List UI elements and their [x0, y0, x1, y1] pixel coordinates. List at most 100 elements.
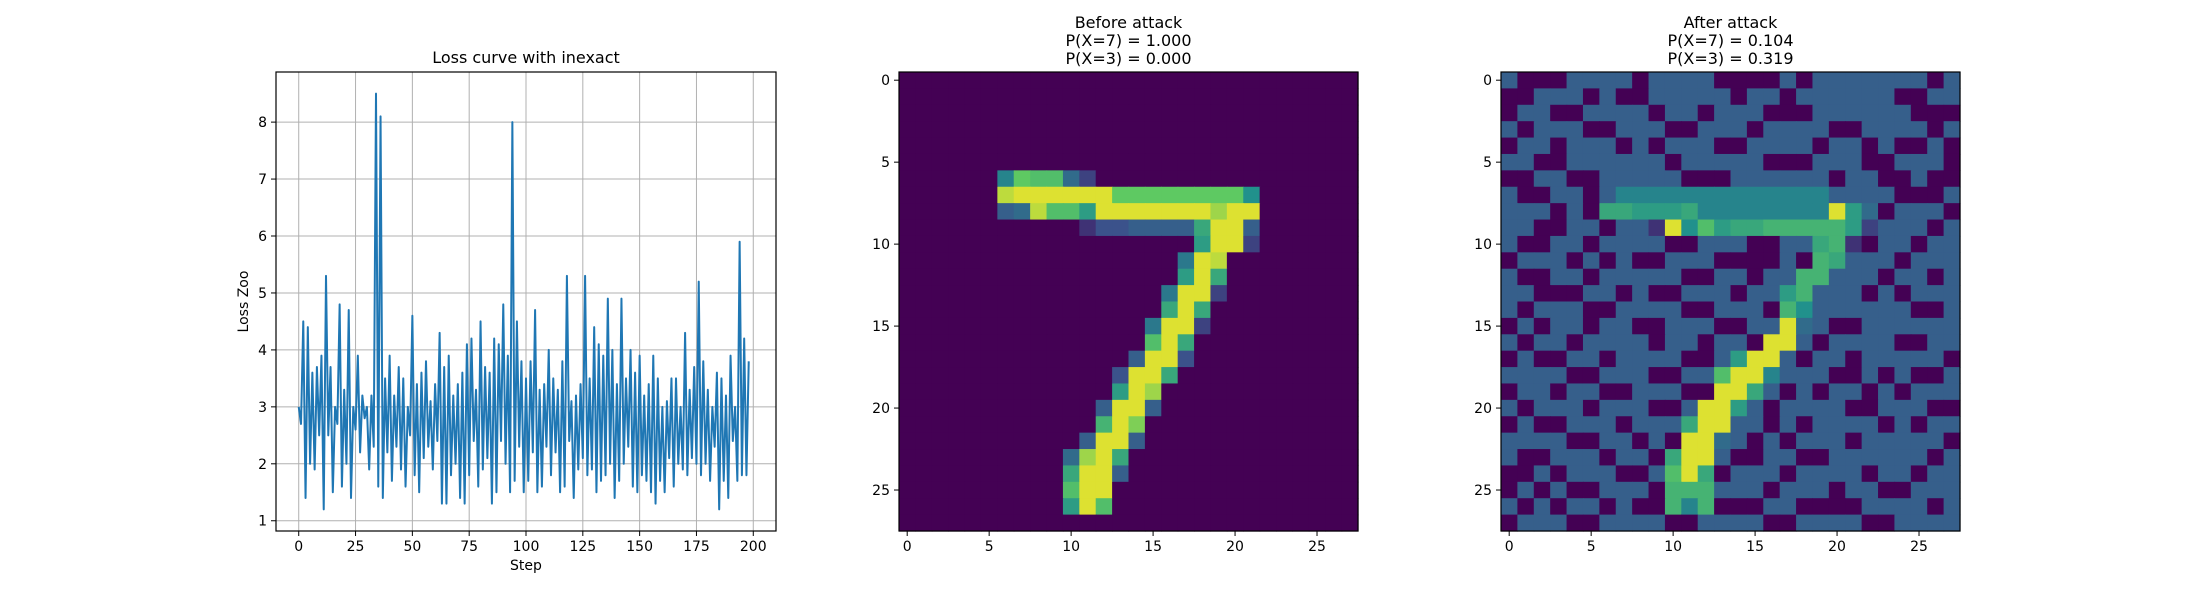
pixel-cell — [1747, 88, 1764, 105]
pixel-cell — [1780, 252, 1797, 269]
pixel-cell — [1063, 72, 1080, 89]
pixel-cell — [1878, 236, 1895, 253]
pixel-cell — [1112, 170, 1129, 187]
pixel-cell — [915, 400, 932, 417]
pixel-cell — [1812, 318, 1829, 335]
pixel-cell — [1731, 154, 1748, 171]
pixel-cell — [1276, 220, 1293, 237]
pixel-cell — [1260, 285, 1277, 302]
pixel-cell — [948, 105, 965, 122]
pixel-cell — [1014, 72, 1031, 89]
pixel-cell — [1796, 498, 1813, 515]
pixel-cell — [1325, 121, 1342, 138]
pixel-cell — [1845, 449, 1862, 466]
pixel-cell — [1227, 170, 1244, 187]
pixel-cell — [1292, 400, 1309, 417]
pixel-cell — [1309, 236, 1326, 253]
pixel-cell — [1014, 138, 1031, 155]
pixel-cell — [1063, 433, 1080, 450]
pixel-cell — [1567, 334, 1584, 351]
pixel-cell — [1829, 170, 1846, 187]
y-tick-label: 2 — [258, 457, 267, 473]
pixel-cell — [1731, 318, 1748, 335]
pixel-cell — [1501, 515, 1518, 532]
pixel-cell — [1878, 121, 1895, 138]
pixel-cell — [1796, 400, 1813, 417]
pixel-cell — [1829, 203, 1846, 220]
pixel-cell — [1210, 285, 1227, 302]
pixel-cell — [1763, 498, 1780, 515]
pixel-cell — [1292, 465, 1309, 482]
pixel-cell — [1342, 334, 1359, 351]
pixel-cell — [1276, 121, 1293, 138]
pixel-cell — [915, 465, 932, 482]
pixel-cell — [1161, 105, 1178, 122]
pixel-cell — [1517, 252, 1534, 269]
pixel-cell — [1649, 220, 1666, 237]
pixel-cell — [1796, 334, 1813, 351]
pixel-cell — [1616, 236, 1633, 253]
pixel-cell — [1698, 252, 1715, 269]
pixel-cell — [1862, 88, 1879, 105]
pixel-cell — [1145, 121, 1162, 138]
pixel-cell — [1550, 449, 1567, 466]
pixel-cell — [1550, 318, 1567, 335]
pixel-cell — [1501, 236, 1518, 253]
pixel-cell — [1681, 416, 1698, 433]
pixel-cell — [915, 121, 932, 138]
pixel-cell — [965, 88, 982, 105]
pixel-cell — [1014, 220, 1031, 237]
pixel-cell — [1096, 498, 1113, 515]
pixel-cell — [1649, 498, 1666, 515]
pixel-cell — [1714, 170, 1731, 187]
pixel-cell — [1894, 334, 1911, 351]
pixel-cell — [1649, 154, 1666, 171]
pixel-cell — [1780, 498, 1797, 515]
pixel-cell — [1747, 383, 1764, 400]
pixel-cell — [1845, 383, 1862, 400]
pixel-cell — [1243, 236, 1260, 253]
pixel-cell — [1227, 154, 1244, 171]
pixel-cell — [1517, 187, 1534, 204]
pixel-cell — [1517, 400, 1534, 417]
pixel-cell — [1178, 285, 1195, 302]
pixel-cell — [1550, 121, 1567, 138]
pixel-cell — [1047, 465, 1064, 482]
pixel-cell — [1112, 138, 1129, 155]
pixel-cell — [1096, 252, 1113, 269]
pixel-cell — [1616, 154, 1633, 171]
pixel-cell — [1550, 302, 1567, 319]
pixel-cell — [1698, 515, 1715, 532]
pixel-cell — [1567, 72, 1584, 89]
pixel-cell — [1129, 334, 1146, 351]
pixel-cell — [948, 433, 965, 450]
pixel-cell — [1649, 121, 1666, 138]
pixel-cell — [1096, 318, 1113, 335]
pixel-cell — [1714, 269, 1731, 286]
pixel-cell — [1780, 138, 1797, 155]
pixel-cell — [1911, 351, 1928, 368]
pixel-cell — [1583, 482, 1600, 499]
pixel-cell — [915, 252, 932, 269]
pixel-cell — [965, 318, 982, 335]
pixel-cell — [1063, 138, 1080, 155]
pixel-cell — [1145, 269, 1162, 286]
pixel-cell — [1714, 252, 1731, 269]
pixel-cell — [965, 482, 982, 499]
pixel-cell — [1632, 88, 1649, 105]
pixel-cell — [1227, 252, 1244, 269]
pixel-cell — [1292, 72, 1309, 89]
pixel-cell — [1079, 105, 1096, 122]
pixel-cell — [1292, 170, 1309, 187]
pixel-cell — [915, 449, 932, 466]
pixel-cell — [1079, 252, 1096, 269]
pixel-cell — [1829, 482, 1846, 499]
pixel-cell — [1796, 154, 1813, 171]
pixel-cell — [1862, 302, 1879, 319]
pixel-cell — [932, 236, 949, 253]
pixel-cell — [1227, 433, 1244, 450]
pixel-cell — [1681, 302, 1698, 319]
pixel-cell — [1517, 498, 1534, 515]
pixel-cell — [1517, 351, 1534, 368]
pixel-cell — [1714, 302, 1731, 319]
